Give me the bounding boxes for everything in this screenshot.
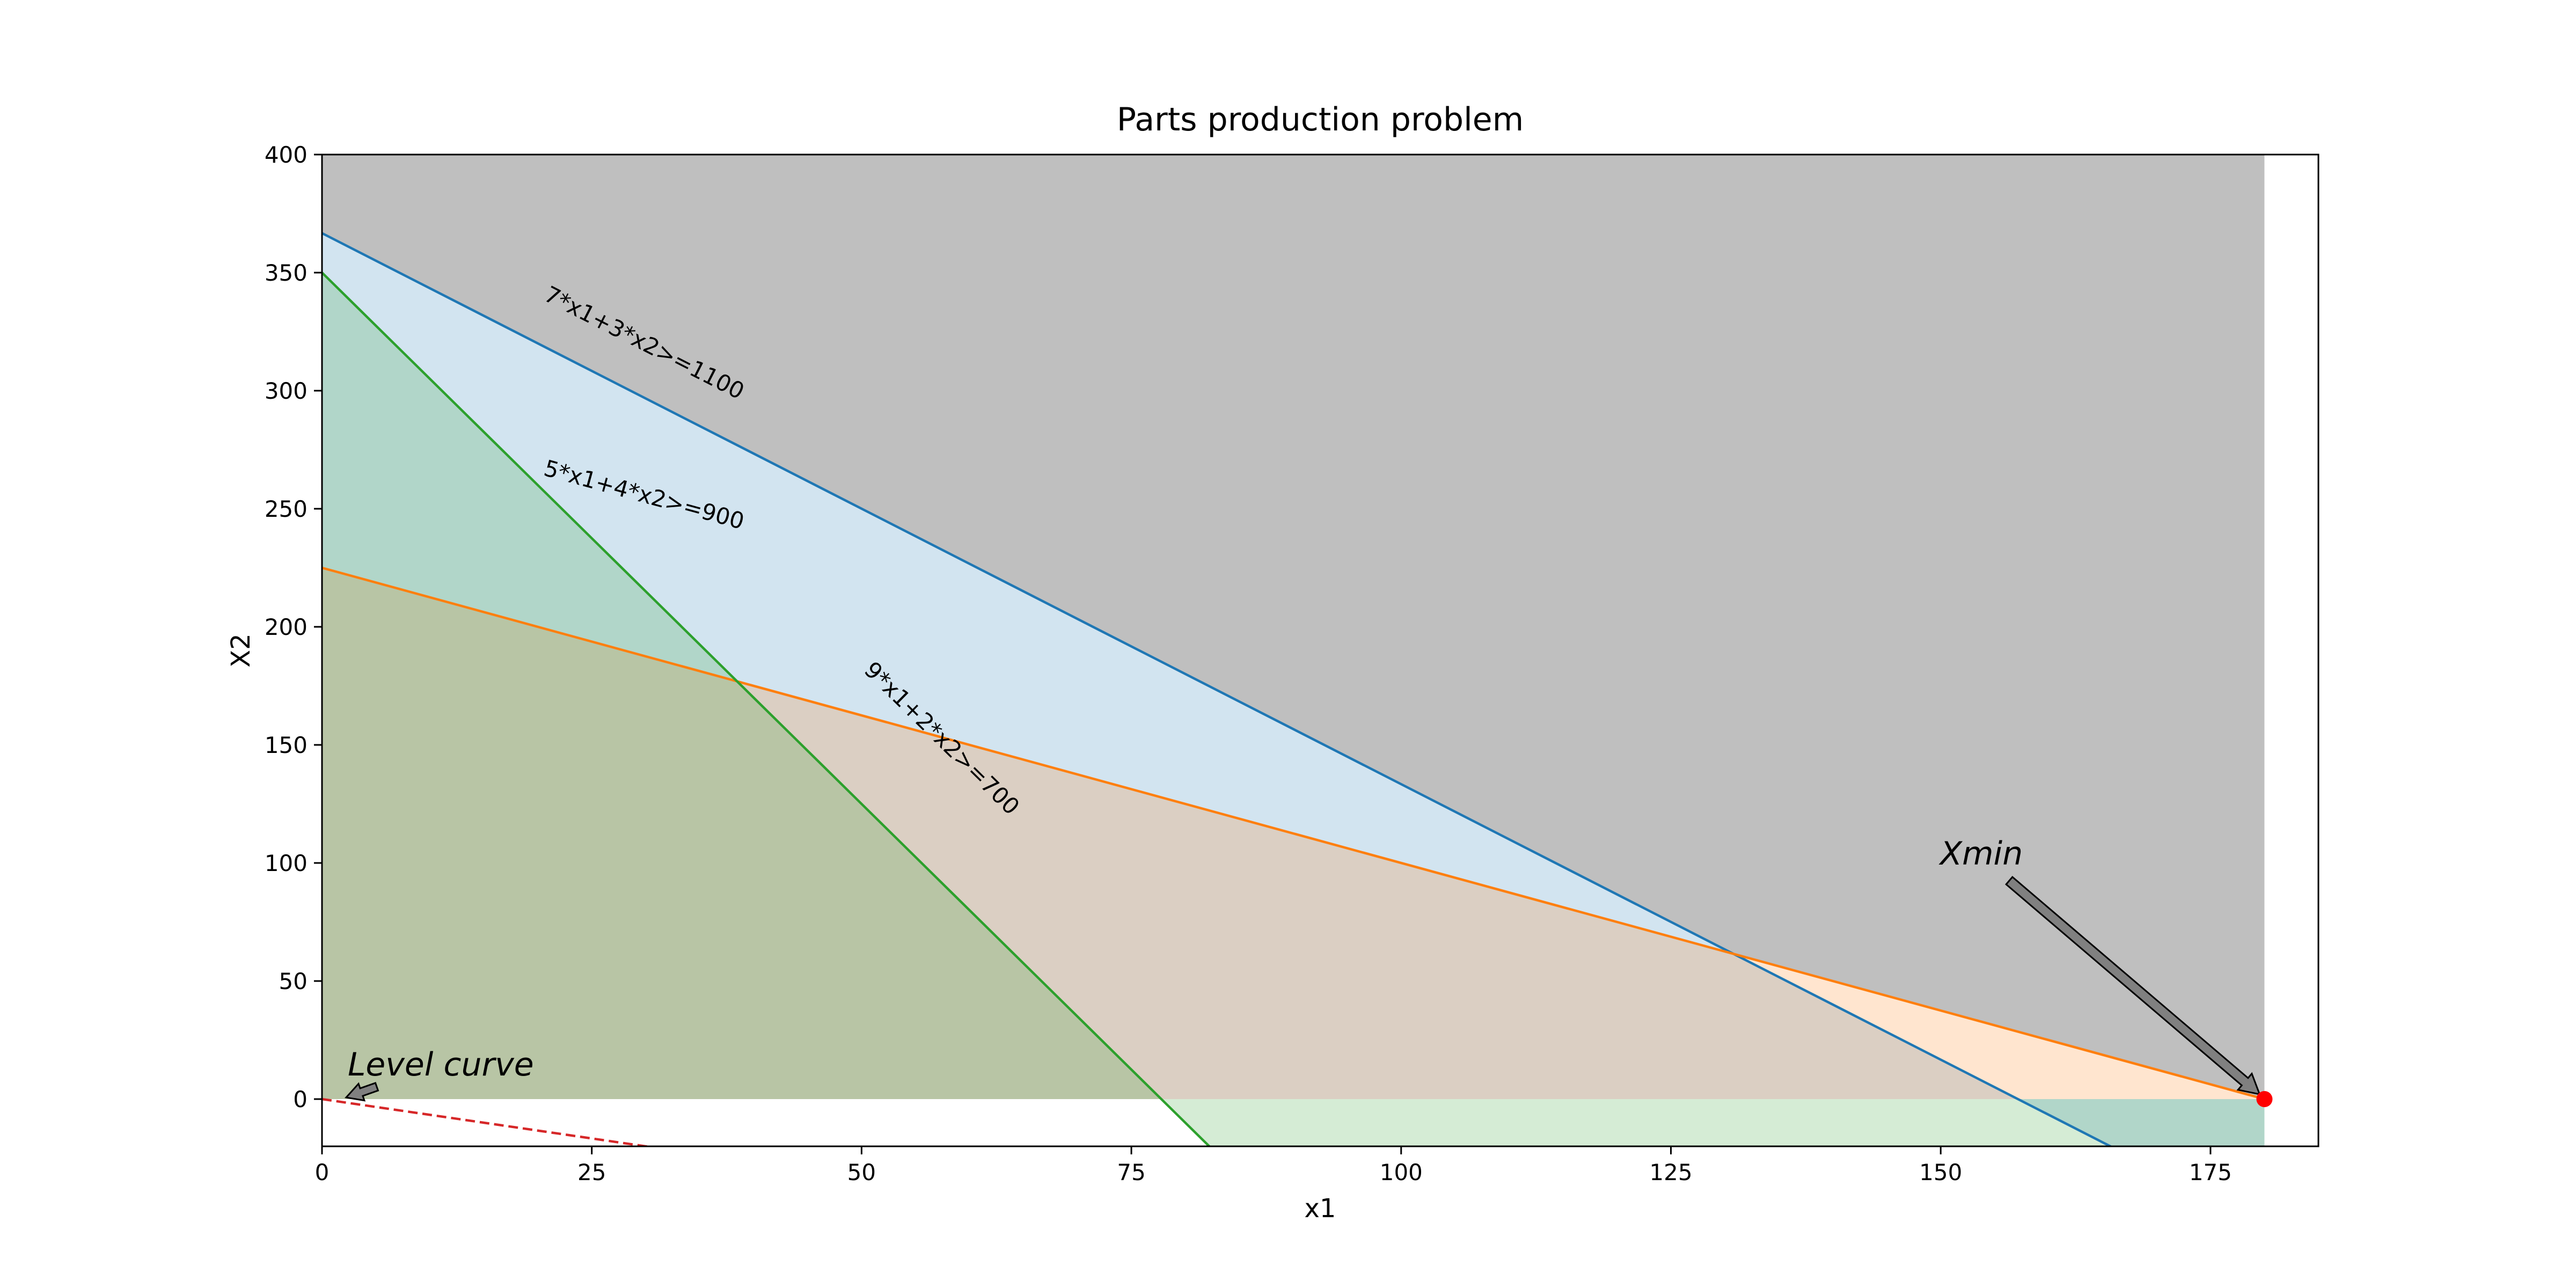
constraint-fill [322, 272, 2265, 1146]
x-tick-label: 150 [1919, 1159, 1962, 1185]
y-tick-label: 350 [265, 260, 308, 286]
optimum-label: Xmin [1938, 835, 2023, 873]
x-axis-label: x1 [1305, 1194, 1336, 1224]
x-tick-label: 75 [1117, 1159, 1145, 1185]
constraint-fill [322, 233, 2265, 1146]
y-tick-label: 50 [279, 968, 308, 994]
y-axis-label: X2 [226, 633, 256, 667]
constraint-line [322, 566, 2265, 1101]
optimum-point [2256, 1091, 2273, 1107]
x-tick-label: 0 [315, 1159, 330, 1185]
constraint-line [322, 232, 2113, 1146]
level-curve-arrow [345, 1082, 379, 1102]
y-tick-label: 150 [265, 732, 308, 758]
optimum-arrow [2005, 876, 2261, 1096]
y-tick-label: 100 [265, 850, 308, 876]
y-tick-label: 0 [293, 1086, 308, 1113]
x-tick-label: 125 [1649, 1159, 1692, 1185]
chart-title: Parts production problem [1117, 101, 1524, 138]
constraint-line [322, 272, 1211, 1146]
x-tick-label: 25 [577, 1159, 606, 1185]
y-tick-label: 400 [265, 142, 308, 168]
y-tick-label: 200 [265, 614, 308, 640]
x-tick-label: 175 [2189, 1159, 2232, 1185]
axes-frame [321, 153, 2319, 1147]
level-curve-label: Level curve [348, 1046, 534, 1084]
plot-area [322, 155, 2265, 1146]
x-tick-label: 100 [1380, 1159, 1423, 1185]
region-fill [322, 155, 2265, 1099]
y-tick-label: 300 [265, 378, 308, 404]
y-tick-label: 250 [265, 496, 308, 522]
x-tick-label: 50 [847, 1159, 876, 1185]
